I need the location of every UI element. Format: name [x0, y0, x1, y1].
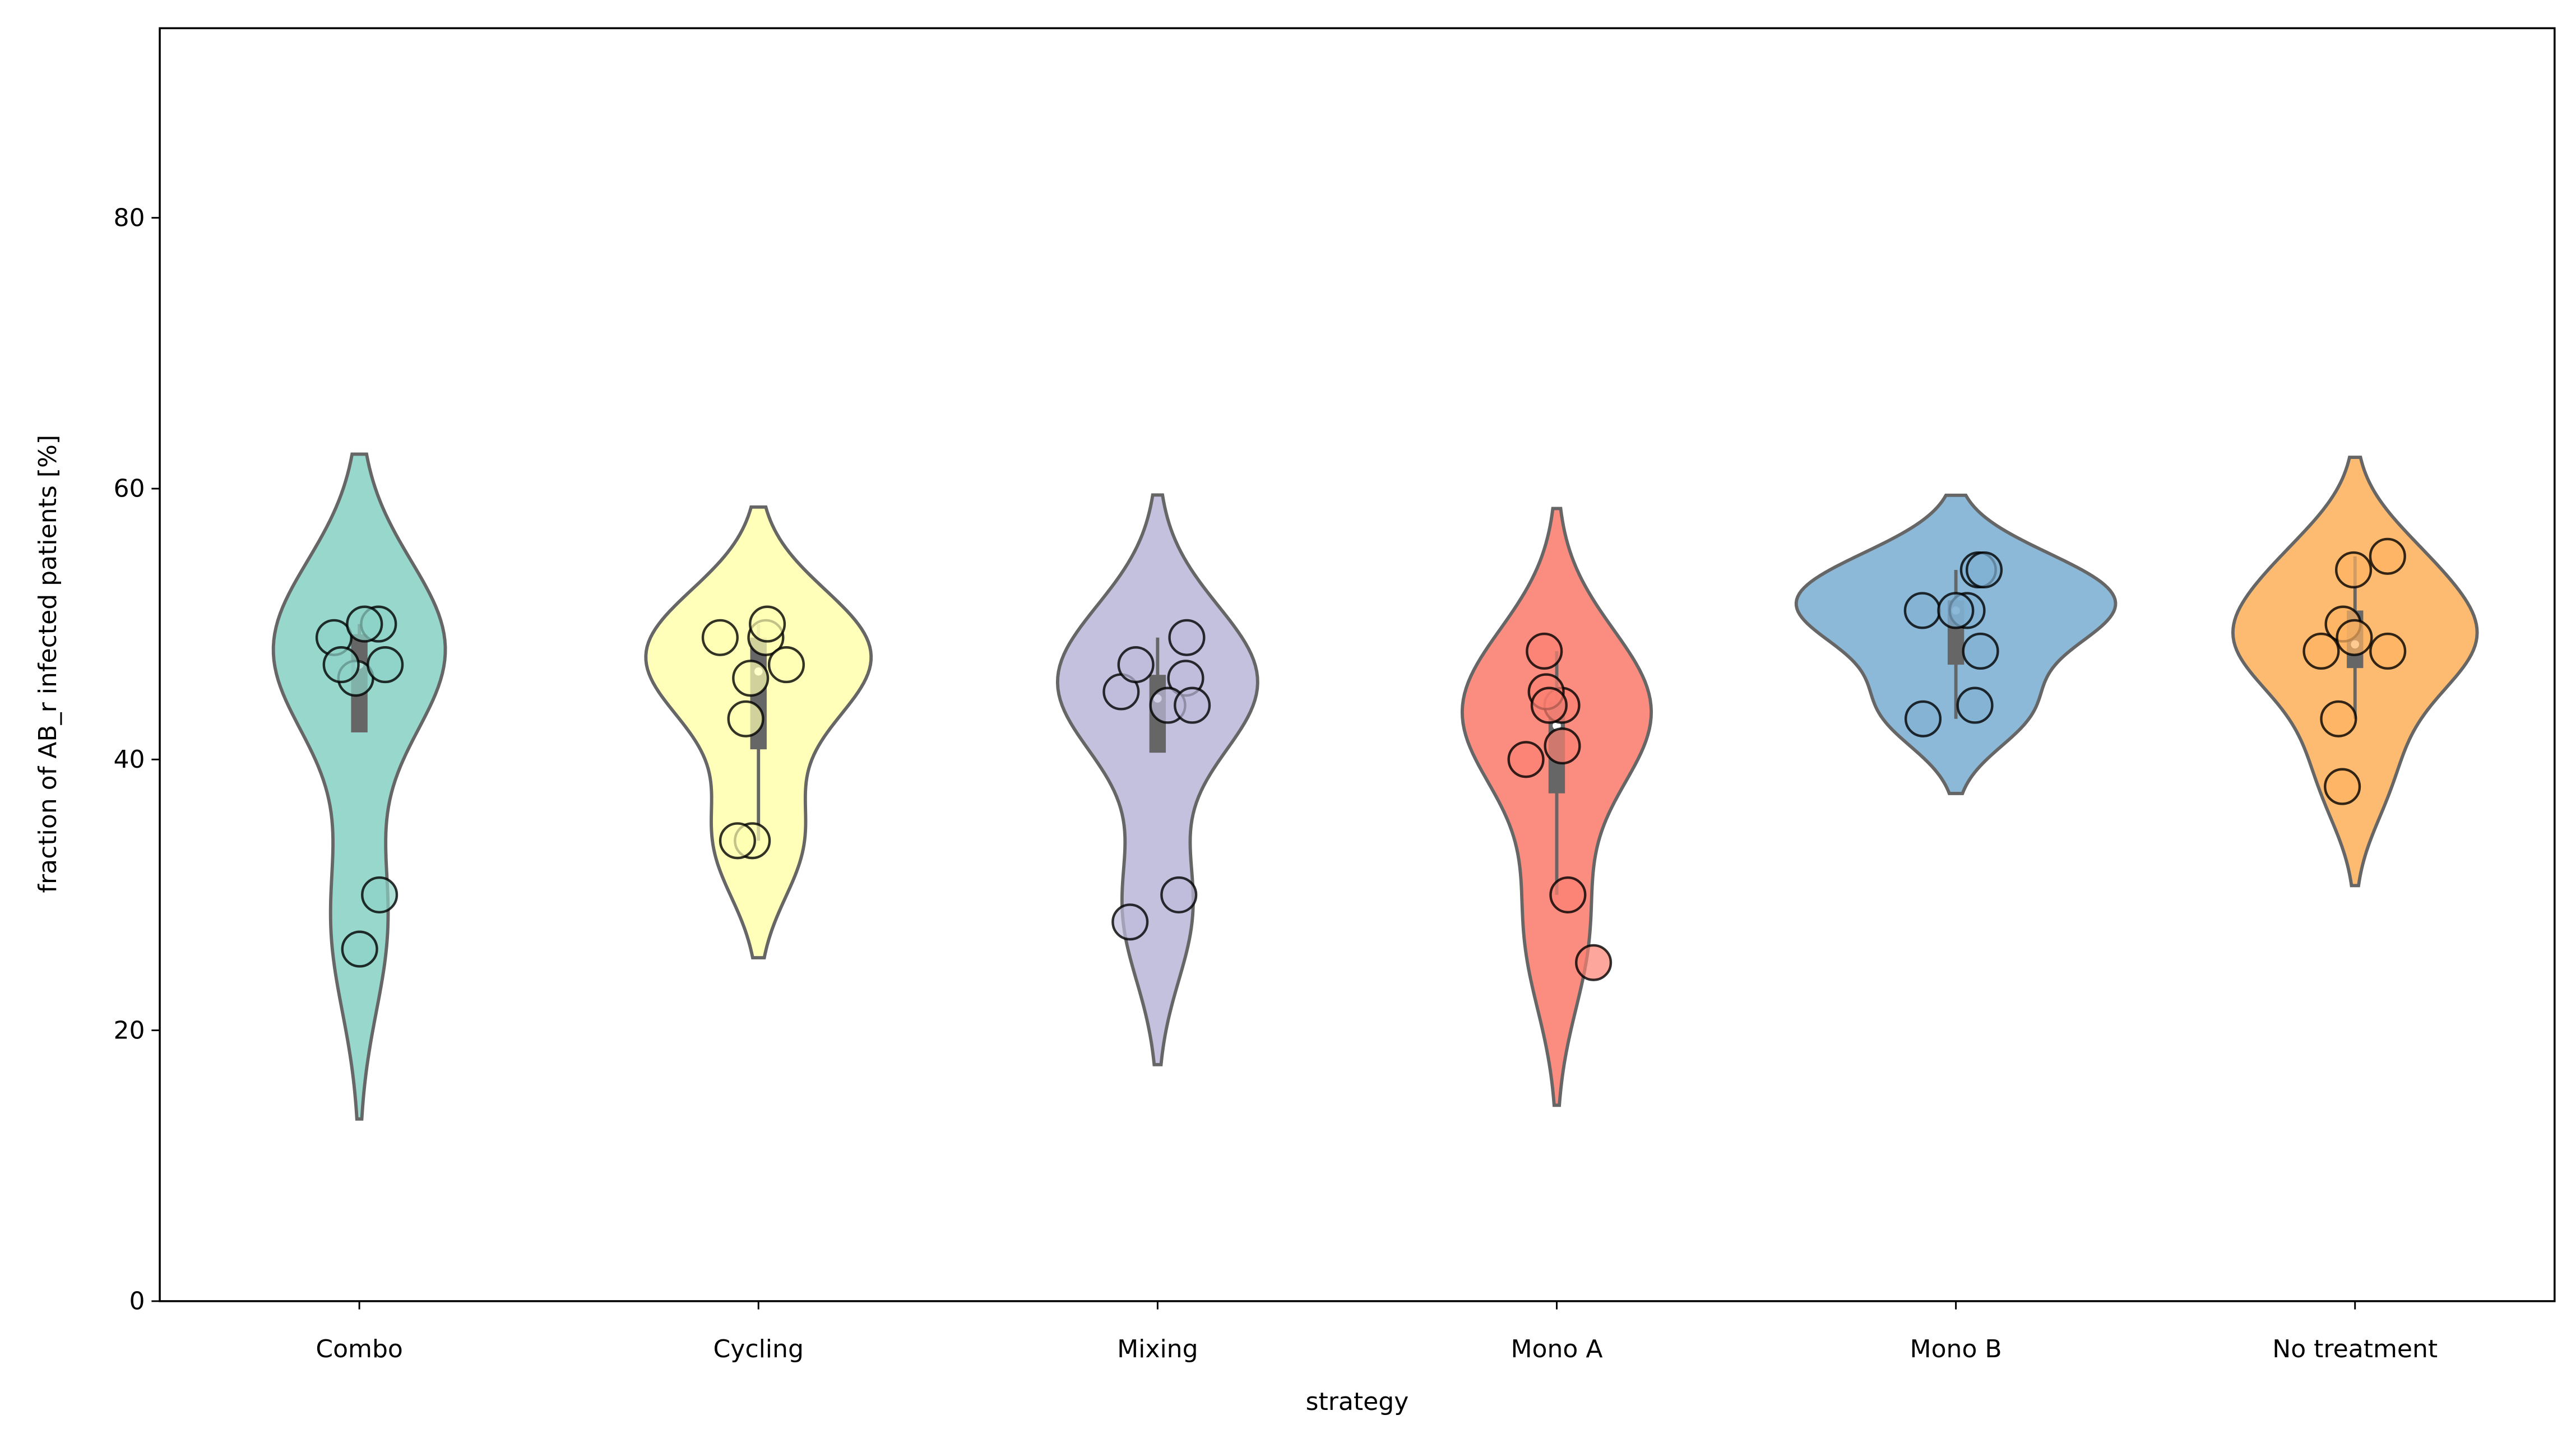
x-tick-label: Cycling — [714, 1335, 804, 1363]
point — [1903, 592, 1941, 629]
point — [732, 660, 770, 697]
point — [2336, 619, 2373, 656]
x-tick-label: Mixing — [1117, 1335, 1198, 1363]
y-tick-label: 40 — [114, 745, 145, 774]
point — [1904, 700, 1942, 737]
point — [2369, 632, 2407, 670]
point — [2302, 632, 2340, 670]
point — [2369, 537, 2406, 575]
point — [1937, 592, 1975, 629]
point — [1174, 686, 1211, 724]
point — [322, 646, 360, 684]
point — [727, 700, 765, 737]
point — [749, 605, 786, 643]
point — [1507, 741, 1545, 778]
point — [1530, 686, 1568, 724]
y-tick-label: 20 — [114, 1016, 145, 1045]
y-axis-label: fraction of AB_r infected patients [%] — [34, 435, 62, 893]
point — [1168, 619, 1206, 656]
plot-frame — [159, 27, 2556, 1302]
point — [1526, 632, 1563, 670]
y-tick-label: 60 — [114, 475, 145, 503]
x-tick-label: No treatment — [2272, 1335, 2438, 1363]
point — [361, 876, 399, 913]
y-tick-label: 80 — [114, 203, 145, 232]
point — [2320, 700, 2357, 737]
point — [701, 619, 739, 656]
point — [367, 646, 404, 684]
x-tick-label: Combo — [316, 1335, 403, 1363]
point — [1575, 944, 1613, 981]
point — [767, 646, 805, 684]
point — [1117, 646, 1155, 684]
point — [1549, 876, 1587, 913]
violin — [1055, 493, 1259, 1066]
x-axis-label: strategy — [1306, 1388, 1409, 1416]
point — [1544, 727, 1581, 765]
y-tick-label: 0 — [129, 1287, 145, 1316]
point — [2335, 551, 2373, 589]
point — [341, 930, 378, 968]
point — [1962, 632, 1999, 670]
x-tick-label: Mono B — [1910, 1335, 2002, 1363]
point — [346, 605, 383, 643]
point — [2324, 768, 2361, 805]
point — [1956, 686, 1994, 724]
point — [1160, 876, 1198, 913]
point — [719, 822, 756, 860]
x-tick-label: Mono A — [1511, 1335, 1602, 1363]
point — [1111, 903, 1149, 941]
point — [1965, 551, 2003, 589]
